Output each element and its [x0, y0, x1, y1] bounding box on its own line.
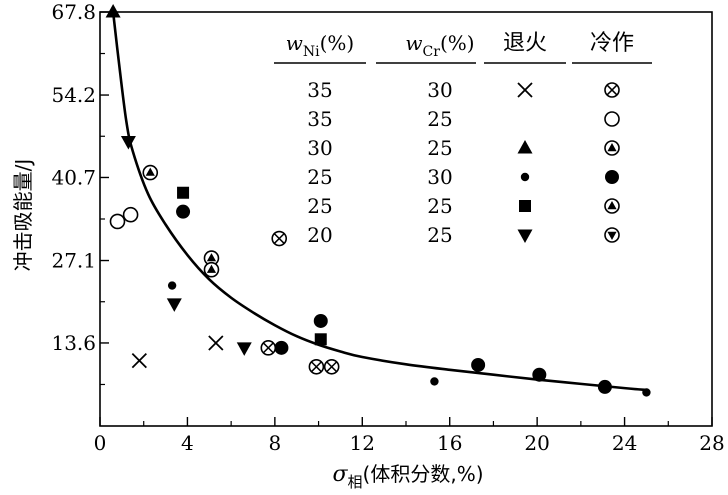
x-tick-label: 12	[350, 431, 375, 455]
x-axis-title-sub: 相	[348, 473, 363, 491]
data-point-circle-filled	[176, 204, 191, 219]
legend-row: 25 25	[307, 194, 620, 218]
legend-ni-value: 20	[307, 223, 332, 247]
data-point-dot-small	[642, 388, 651, 397]
legend-cr-value: 25	[427, 194, 452, 218]
legend-annealed-marker	[519, 200, 531, 212]
x-axis-title: σ相(体积分数,%)	[332, 462, 483, 491]
x-tick-label: 24	[612, 431, 637, 455]
x-tick-label: 0	[94, 431, 107, 455]
axis-ticks	[99, 11, 713, 426]
data-point-circle-x	[323, 358, 340, 375]
data-point-circle-filled	[274, 340, 289, 355]
data-point-square	[314, 333, 327, 346]
legend-header-cr-symbol: w	[405, 31, 422, 55]
data-point-dot-small	[167, 281, 177, 290]
y-tick-label: 27.1	[51, 249, 96, 273]
data-point-circle-filled	[532, 367, 547, 382]
data-point-dot-small	[430, 377, 439, 386]
data-point-triangle-down	[166, 298, 182, 312]
legend-cold-marker	[604, 198, 620, 214]
legend-annealed-marker	[517, 82, 533, 98]
x-axis-title-rest: (体积分数,%)	[363, 462, 484, 486]
legend-cr-value: 25	[427, 107, 452, 131]
legend-header-cr: wCr(%)	[405, 31, 474, 60]
legend-annealed-marker	[517, 229, 533, 243]
legend-cr-value: 30	[427, 165, 452, 189]
legend-row: 30 25	[307, 136, 620, 160]
data-point-square	[177, 186, 190, 199]
legend-cr-value: 25	[427, 136, 452, 160]
legend-ni-value: 35	[307, 78, 332, 102]
y-axis-title: 冲击吸能量/J	[11, 159, 35, 272]
data-point-cross	[208, 335, 224, 351]
data-point-circle-x	[260, 340, 277, 356]
legend-header-ni-sub: Ni	[303, 44, 320, 60]
data-point-circle-open	[109, 213, 126, 230]
data-point-triangle-down	[236, 342, 252, 356]
legend-header-annealed: 退火	[503, 31, 547, 56]
y-tick-label: 40.7	[51, 165, 96, 189]
legend-ni-value: 30	[307, 136, 332, 160]
x-tick-label: 28	[699, 431, 724, 455]
y-tick-label: 13.6	[51, 331, 96, 355]
legend-cr-value: 30	[427, 78, 452, 102]
data-point-circle-filled	[313, 313, 328, 328]
legend-annealed-marker	[517, 140, 533, 154]
legend-cold-marker	[604, 111, 620, 127]
x-tick-label: 16	[437, 431, 462, 455]
x-tick-label: 4	[181, 431, 194, 455]
data-points	[105, 4, 651, 397]
x-tick-label: 8	[268, 431, 281, 455]
legend-row: 20 25	[307, 223, 620, 247]
legend-annealed-marker	[520, 172, 530, 182]
legend-header-ni-unit: (%)	[320, 31, 355, 55]
legend-cold-marker	[604, 227, 620, 243]
legend-cold-marker	[605, 170, 619, 184]
data-point-triangle-down	[120, 135, 136, 150]
legend-ni-value: 25	[307, 165, 332, 189]
y-tick-label: 54.2	[51, 83, 96, 107]
data-point-triangle-up	[105, 4, 121, 18]
legend-header-cold-worked: 冷作	[590, 31, 634, 56]
x-tick-label: 20	[524, 431, 549, 455]
data-point-circle-filled	[597, 379, 612, 394]
legend-header-ni: wNi(%)	[286, 31, 354, 60]
legend-header-ni-symbol: w	[286, 31, 303, 55]
data-point-circle-open	[122, 206, 139, 223]
legend-row: 25 30	[307, 165, 619, 189]
y-tick-label: 67.8	[51, 0, 96, 24]
x-axis-title-symbol: σ	[332, 462, 348, 487]
legend-ni-value: 25	[307, 194, 332, 218]
legend-cold-marker	[604, 82, 620, 98]
data-point-circle-x	[308, 358, 325, 375]
fit-curve	[111, 11, 647, 392]
data-point-circle-x	[271, 230, 288, 247]
legend-row: 35 25	[307, 107, 620, 131]
data-point-circle-triangle-up	[203, 261, 220, 278]
tick-labels: 0 4 8 12 16 20 24 28 13.6 27.1 40.7 54.2 67.8	[51, 0, 724, 455]
legend-row: 35 30	[307, 78, 620, 102]
legend-header-cr-unit: (%)	[440, 31, 475, 55]
data-point-cross	[131, 353, 147, 369]
legend-header-cr-sub: Cr	[423, 44, 441, 60]
legend-cold-marker	[604, 140, 620, 156]
data-point-circle-triangle-up	[142, 164, 159, 181]
legend-cr-value: 25	[427, 223, 452, 247]
legend-ni-value: 35	[307, 107, 332, 131]
data-point-circle-filled	[471, 357, 486, 372]
